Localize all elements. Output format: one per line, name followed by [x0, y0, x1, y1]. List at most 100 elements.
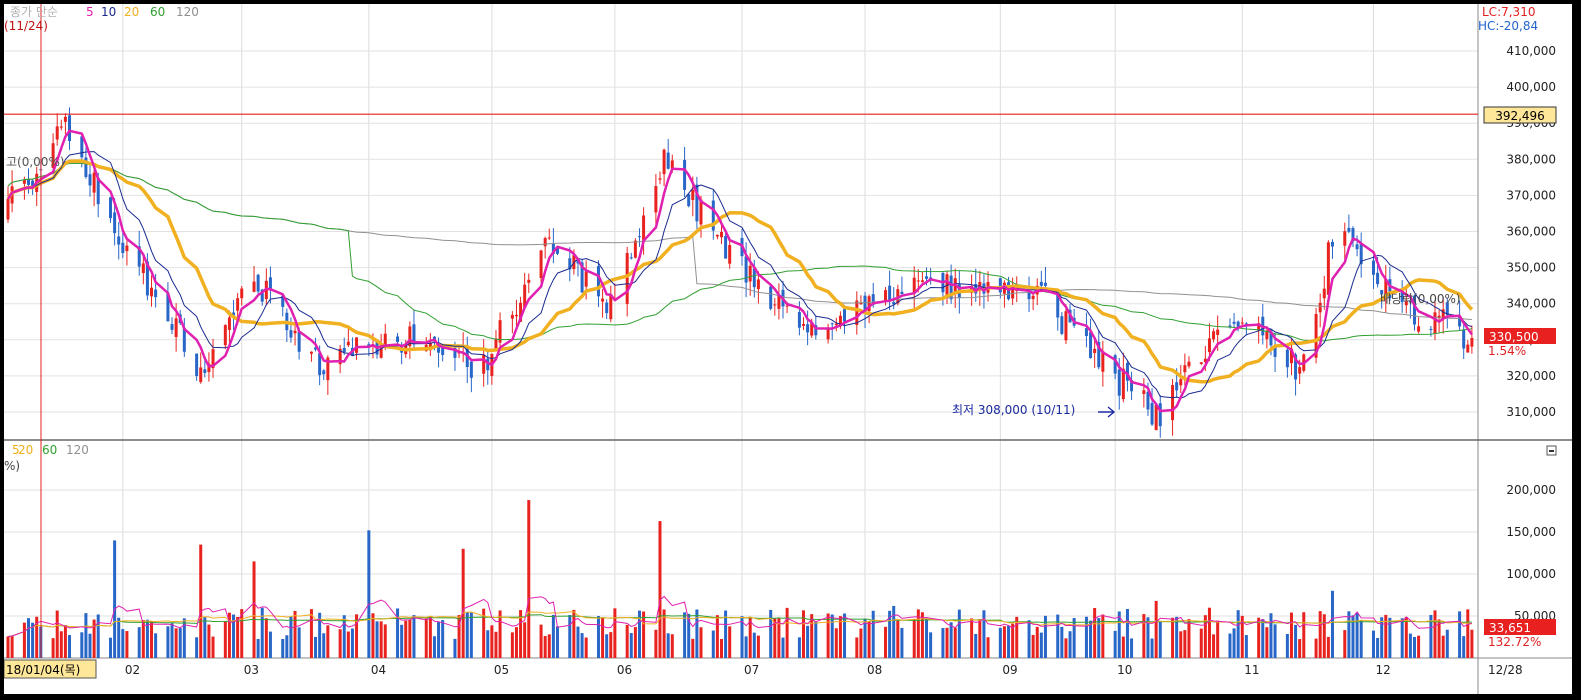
candle — [408, 326, 412, 347]
volume-bar — [1437, 619, 1441, 658]
candle — [637, 236, 641, 238]
volume-bar — [1043, 615, 1047, 658]
candle — [412, 324, 416, 345]
x-axis-date-box — [3, 659, 97, 679]
volume-bar — [797, 637, 801, 658]
candle — [199, 367, 203, 383]
volume-bar — [986, 637, 990, 658]
candle — [27, 178, 31, 185]
crosshair-date: (11/24) — [4, 19, 48, 33]
candle — [1445, 302, 1449, 316]
volume-bar — [1257, 617, 1261, 658]
volume-bar — [1458, 611, 1462, 658]
candle — [1371, 260, 1375, 275]
volume-bar — [141, 620, 145, 658]
volume-bar — [810, 614, 814, 658]
volume-bar — [232, 614, 236, 658]
price-tick-label: 320,000 — [1506, 369, 1556, 383]
volume-bar — [326, 625, 330, 658]
candle — [396, 336, 400, 343]
candle — [1158, 403, 1162, 427]
x-axis-label: 07 — [744, 663, 759, 677]
volume-bar — [424, 618, 428, 658]
candle — [596, 266, 600, 297]
volume-bar — [843, 613, 847, 658]
candle — [1146, 391, 1150, 410]
volume-bar — [195, 637, 199, 658]
volume-ma-5-line — [7, 595, 1473, 637]
volume-bar — [654, 629, 658, 658]
candle — [1347, 227, 1351, 232]
volume-bar — [1121, 636, 1125, 658]
left-marker-label: 고(0,00%) — [6, 155, 65, 169]
volume-bar — [465, 612, 469, 658]
volume-bar — [199, 544, 203, 658]
volume-bar — [744, 636, 748, 658]
candle — [797, 311, 801, 328]
candle — [1466, 344, 1470, 353]
candle — [1380, 290, 1384, 295]
volume-bar — [1011, 623, 1015, 658]
volume-bar — [601, 617, 605, 658]
volume-bar — [125, 631, 129, 658]
candle — [1298, 367, 1302, 374]
volume-bar — [1117, 611, 1121, 658]
volume-bar — [350, 628, 354, 658]
volume-bar — [297, 627, 301, 658]
candle — [437, 344, 441, 353]
candle — [236, 298, 240, 311]
candle — [121, 242, 125, 254]
candle — [1314, 313, 1318, 358]
volume-bar — [855, 637, 859, 658]
volume-bar — [1056, 614, 1060, 658]
candle — [1093, 348, 1097, 353]
candle — [748, 265, 752, 282]
volume-bar — [838, 616, 842, 658]
volume-bar — [96, 614, 100, 658]
volume-bar — [113, 540, 117, 658]
volume-bar — [785, 607, 789, 658]
volume-bar — [1408, 633, 1412, 658]
stock-chart-svg[interactable]: 종가 단순 5 10 20 60 120 (11/24) 5 20 60 120… — [3, 4, 1572, 694]
candle — [699, 199, 703, 225]
volume-tick-label: 150,000 — [1506, 525, 1556, 539]
volume-tick-label: 100,000 — [1506, 567, 1556, 581]
volume-bar — [982, 610, 986, 658]
volume-bar — [404, 620, 408, 658]
volume-bar — [605, 634, 609, 658]
volume-tick-label: 200,000 — [1506, 483, 1556, 497]
candle — [207, 363, 211, 373]
hline-price-label: 392,496 — [1495, 109, 1545, 123]
candle — [1154, 404, 1158, 431]
volume-bar — [84, 613, 88, 658]
candle — [925, 276, 929, 279]
price-legend-10: 10 — [101, 5, 116, 19]
candle — [1376, 272, 1380, 285]
volume-legend-20: 20 — [18, 443, 33, 457]
candle — [55, 126, 59, 140]
stock-chart[interactable]: 종가 단순 5 10 20 60 120 (11/24) 5 20 60 120… — [3, 4, 1572, 694]
candle — [1437, 315, 1441, 318]
x-axis-label: 02 — [125, 663, 140, 677]
volume-bar — [884, 626, 888, 658]
candle — [309, 351, 313, 354]
volume-bar — [547, 634, 551, 658]
candle — [1142, 390, 1146, 394]
candle — [1355, 244, 1359, 250]
candle — [945, 274, 949, 298]
volume-bar — [322, 633, 326, 658]
current-volume-box — [1484, 619, 1556, 635]
candle — [1212, 331, 1216, 340]
ma-20-line — [6, 159, 1474, 384]
volume-bar — [699, 627, 703, 658]
candle — [1343, 231, 1347, 246]
candle — [1289, 348, 1293, 364]
candle — [744, 256, 748, 283]
volume-bar — [596, 616, 600, 658]
volume-bar — [576, 626, 580, 658]
candle — [920, 280, 924, 283]
candle — [834, 323, 838, 326]
ma-60-line — [7, 162, 1472, 342]
volume-bar — [1376, 637, 1380, 658]
price-legend-60: 60 — [150, 5, 165, 19]
